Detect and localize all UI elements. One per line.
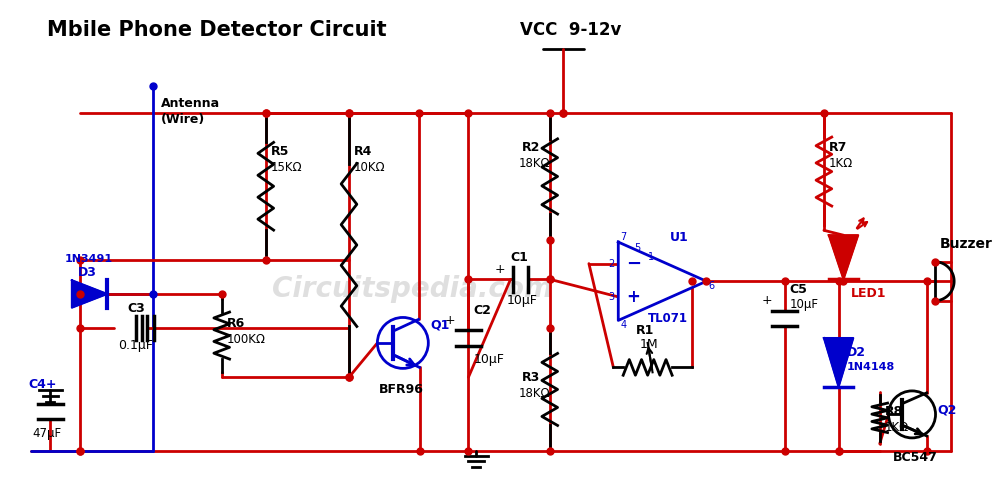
Text: Buzzer: Buzzer [939, 237, 992, 251]
Text: TL071: TL071 [648, 312, 688, 325]
Text: R8: R8 [885, 405, 903, 418]
Text: C1: C1 [511, 251, 528, 264]
Polygon shape [618, 242, 706, 320]
Text: 1M: 1M [640, 339, 658, 351]
Text: 1KΩ: 1KΩ [829, 157, 853, 170]
Text: VCC  9-12v: VCC 9-12v [520, 21, 622, 39]
Text: 1KΩ: 1KΩ [885, 420, 909, 434]
Text: +: + [761, 294, 772, 307]
Text: R1: R1 [636, 324, 654, 337]
Text: 3: 3 [608, 292, 615, 302]
Text: 18KΩ: 18KΩ [518, 157, 550, 170]
Text: −: − [626, 255, 641, 272]
Text: R3: R3 [522, 371, 541, 384]
Text: C4+: C4+ [29, 377, 57, 391]
Text: LED1: LED1 [851, 288, 887, 300]
Text: 10μF: 10μF [473, 353, 504, 366]
Text: R7: R7 [829, 141, 847, 153]
Text: 47μF: 47μF [33, 426, 62, 440]
Text: C3: C3 [128, 302, 145, 315]
Text: Q1: Q1 [430, 319, 450, 332]
Text: 10μF: 10μF [507, 294, 538, 307]
Text: 2: 2 [608, 259, 615, 269]
Polygon shape [72, 280, 107, 308]
Text: 10μF: 10μF [790, 298, 819, 311]
Text: Q2: Q2 [937, 403, 957, 416]
Text: 1N3491: 1N3491 [65, 254, 113, 264]
Polygon shape [824, 338, 853, 387]
Text: U1: U1 [670, 231, 689, 244]
Polygon shape [829, 235, 858, 279]
Text: 100KΩ: 100KΩ [227, 334, 266, 346]
Text: 6: 6 [708, 281, 714, 291]
Text: 1N4148: 1N4148 [846, 363, 895, 372]
Text: +: + [626, 288, 640, 306]
Text: BFR96: BFR96 [378, 383, 423, 396]
Text: 4: 4 [620, 320, 626, 330]
Text: BC547: BC547 [892, 451, 937, 464]
Text: 0.1μF: 0.1μF [118, 340, 153, 352]
Text: (Wire): (Wire) [161, 113, 205, 126]
Text: R6: R6 [227, 317, 245, 330]
Text: Antenna: Antenna [161, 98, 220, 111]
Text: Circuitspedia.com: Circuitspedia.com [272, 275, 553, 303]
Text: 15KΩ: 15KΩ [271, 161, 302, 174]
Text: 5: 5 [634, 243, 640, 253]
Text: 1: 1 [648, 252, 654, 262]
Text: C5: C5 [790, 283, 808, 295]
Text: 7: 7 [620, 232, 626, 242]
Text: 10KΩ: 10KΩ [354, 161, 386, 174]
Text: +: + [495, 263, 506, 276]
Text: D3: D3 [78, 266, 97, 279]
Text: R5: R5 [271, 146, 289, 158]
Text: R4: R4 [354, 146, 372, 158]
Text: 18KΩ: 18KΩ [518, 387, 550, 400]
Text: +: + [445, 314, 456, 327]
Text: D2: D2 [846, 346, 865, 359]
Text: C2: C2 [473, 304, 491, 317]
Text: R2: R2 [522, 141, 541, 153]
Text: Mbile Phone Detector Circuit: Mbile Phone Detector Circuit [47, 20, 387, 40]
